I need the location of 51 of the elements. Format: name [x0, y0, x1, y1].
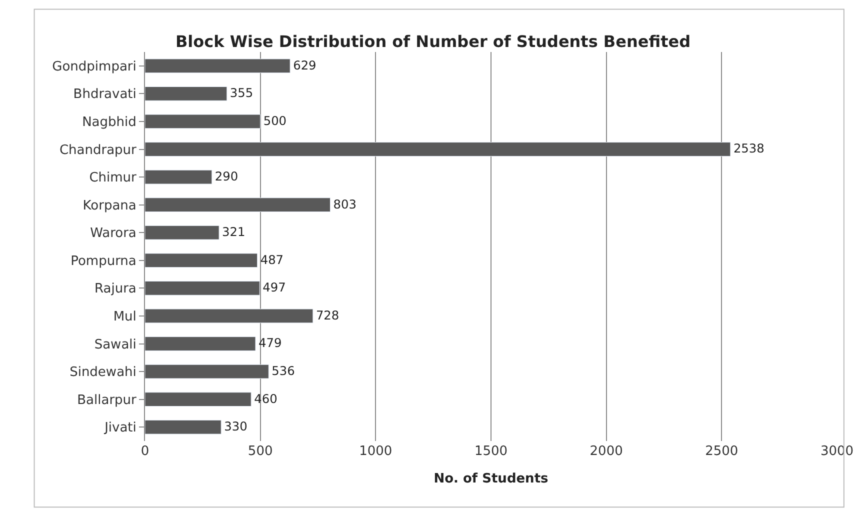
x-tick-label: 3000	[820, 444, 854, 459]
data-label: 803	[333, 197, 356, 212]
y-tick-label: Chimur	[89, 170, 138, 186]
y-tick-label: Korpana	[82, 198, 136, 214]
bar	[145, 280, 260, 296]
y-tick-label: Chandrapur	[59, 142, 138, 158]
data-label: 355	[230, 86, 254, 100]
y-tick-label: Warora	[90, 226, 136, 242]
y-tick-label: Ballarpur	[77, 392, 138, 408]
bar	[145, 114, 261, 129]
bar	[145, 86, 228, 101]
data-label: 2538	[733, 142, 764, 156]
data-label: 500	[263, 114, 287, 128]
x-tick-label: 500	[248, 444, 273, 459]
bar	[145, 198, 330, 212]
data-label: 536	[272, 364, 295, 378]
x-tick-label: 2000	[590, 444, 623, 459]
bar	[145, 170, 212, 184]
bar	[145, 308, 314, 324]
y-tick-label: Pompurna	[70, 254, 136, 269]
x-tick-label: 1500	[474, 444, 508, 459]
data-label: 497	[262, 280, 286, 295]
y-tick-label: Gondpimpari	[52, 59, 136, 74]
x-tick-label: 2500	[705, 444, 738, 459]
y-tick-label: Rajura	[94, 282, 136, 297]
y-tick-label: Bhdravati	[73, 87, 136, 102]
x-axis-title: No. of Students	[434, 472, 549, 487]
data-label: 460	[254, 392, 278, 406]
bar	[145, 420, 222, 434]
data-label: 629	[293, 58, 316, 72]
bar	[145, 364, 269, 379]
data-label: 290	[214, 170, 238, 184]
bar	[145, 253, 258, 268]
bar	[145, 392, 252, 407]
data-label: 321	[222, 225, 246, 240]
y-tick-label: Jivati	[104, 420, 136, 436]
bar	[145, 142, 731, 156]
bar	[145, 336, 256, 351]
data-label: 487	[260, 252, 284, 267]
y-tick-label: Nagbhid	[82, 115, 136, 130]
data-label: 479	[258, 336, 282, 350]
bar	[145, 58, 290, 74]
x-tick-label: 1000	[359, 444, 392, 459]
chart-title: Block Wise Distribution of Number of Students Benefited	[175, 32, 691, 51]
data-label: 728	[316, 308, 340, 322]
data-label: 330	[224, 420, 248, 434]
y-tick-label: Mul	[113, 310, 136, 325]
y-tick-label: Sindewahi	[70, 365, 136, 380]
y-tick-label: Sawali	[94, 337, 136, 352]
x-tick-label: 0	[140, 444, 150, 459]
bar	[145, 225, 220, 240]
